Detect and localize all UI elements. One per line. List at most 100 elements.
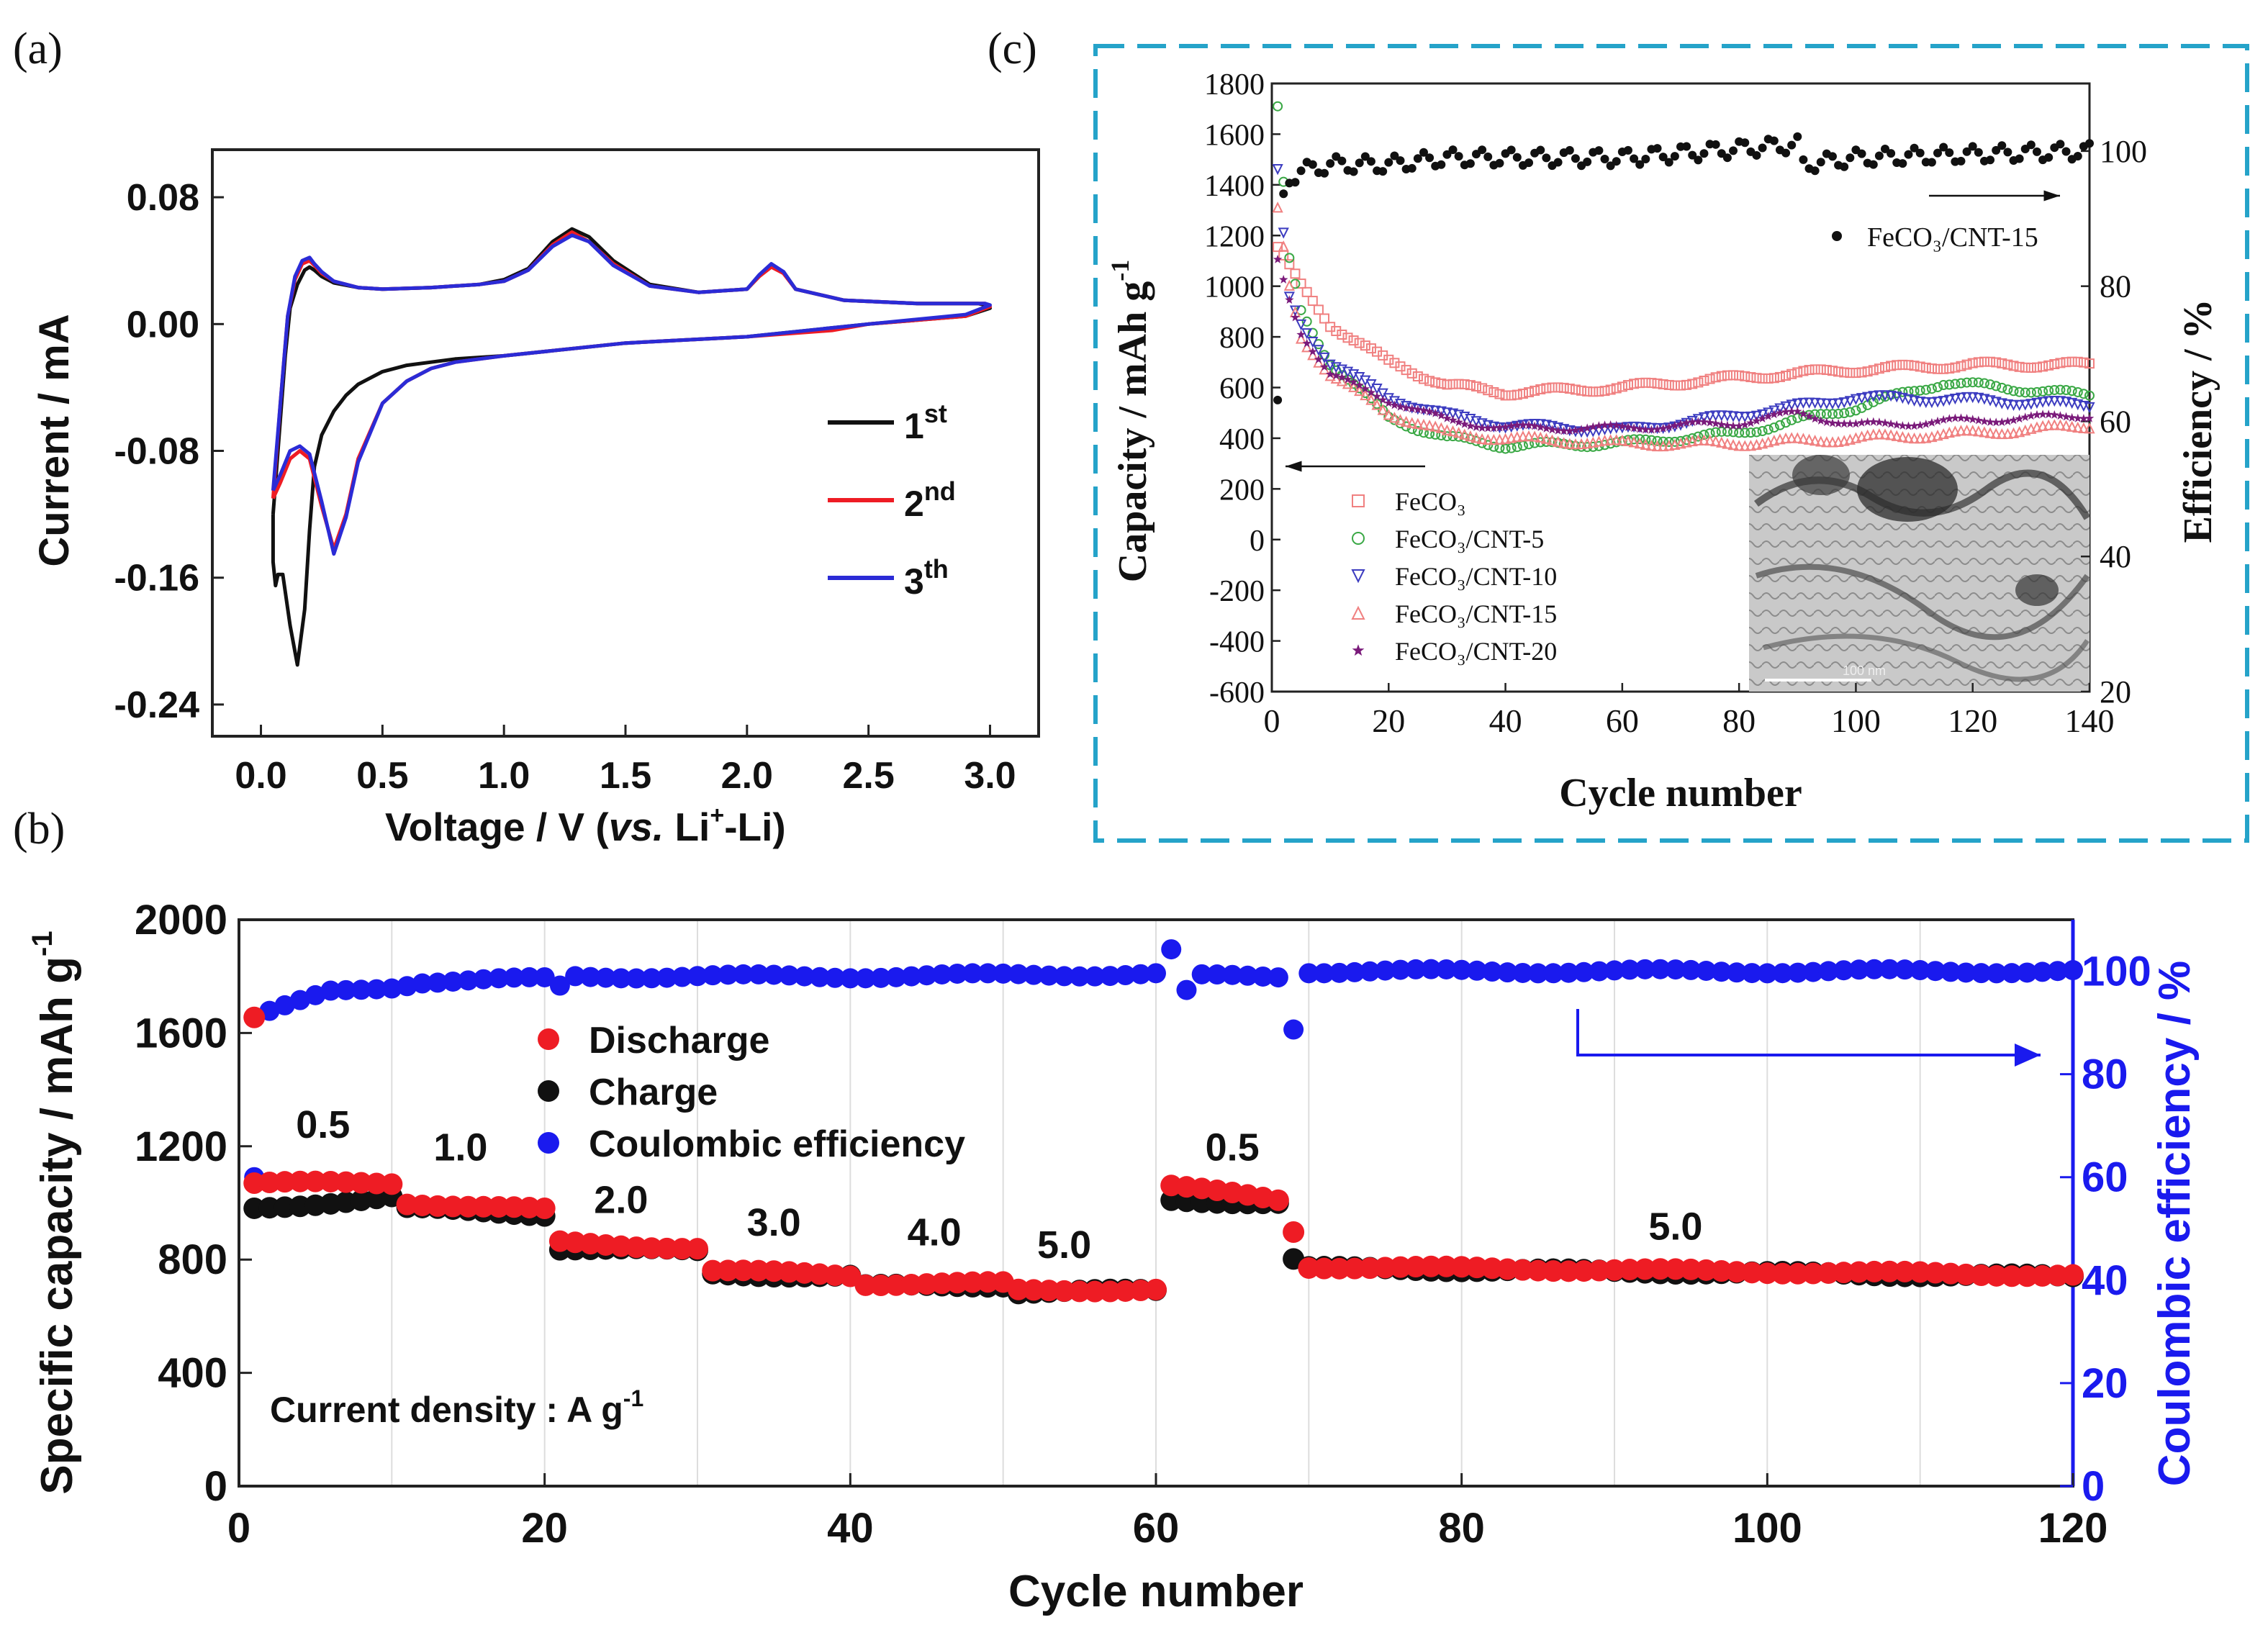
chart-c-series-5-point <box>1349 377 1358 386</box>
chart-c-series-5-point <box>1623 422 1633 431</box>
chart-c-series-2-point <box>2061 385 2072 396</box>
chart-c-series-2-point <box>1757 426 1768 437</box>
chart-c-efficiency-point <box>1291 178 1300 187</box>
chart-b-discharge-point <box>1817 1262 1840 1284</box>
chart-b-annotation-sup: -1 <box>623 1385 643 1411</box>
chart-c-efficiency-point <box>2015 154 2024 163</box>
tem-particle-3 <box>2015 574 2059 606</box>
chart-c-series-1-point <box>1418 374 1429 384</box>
chart-c-series-4-point <box>1278 240 1289 252</box>
chart-c-series-2-point <box>1693 431 1704 442</box>
chart-c-series-3-point <box>2060 397 2072 408</box>
chart-c-series-2-point <box>1979 378 1989 389</box>
chart-c-series-3-point <box>1756 409 1768 421</box>
chart-b-efficiency-point <box>1314 963 1334 984</box>
chart-c-series-5-point <box>1553 425 1563 435</box>
chart-b-efficiency-point <box>2032 961 2053 982</box>
chart-b-efficiency-point <box>1726 962 1747 983</box>
chart-c-series-5-point <box>1763 412 1773 420</box>
chart-b-discharge-point <box>1863 1260 1885 1282</box>
chart-c-series-2-point <box>2008 386 2019 397</box>
chart-c-efficiency-point <box>1898 159 1907 168</box>
chart-b-discharge-point <box>1084 1280 1106 1303</box>
chart-c-dashed-frame <box>1093 44 2249 843</box>
chart-c-series-1-point <box>1792 367 1803 378</box>
chart-c-series-1-point <box>1290 268 1301 279</box>
panel-label-b: (b) <box>13 805 65 854</box>
chart-c-series-1-point <box>2066 356 2077 367</box>
chart-c-series-5-point <box>1325 369 1335 379</box>
chart-c-series-3-point <box>1535 419 1546 430</box>
chart-c-ylabel-sup: -1 <box>1106 260 1134 281</box>
chart-c-series-1-point <box>1676 380 1686 391</box>
chart-c-efficiency-point <box>1273 395 1283 404</box>
chart-b-discharge-point <box>335 1171 357 1193</box>
chart-c-series-2-point <box>2014 386 2025 397</box>
chart-b-discharge-point <box>1374 1257 1396 1279</box>
chart-b-discharge-point <box>472 1195 494 1218</box>
chart-c-series-1-point <box>1447 379 1458 389</box>
chart-c-ytick-label: 1000 <box>1204 271 1265 304</box>
chart-b-discharge-point <box>732 1259 754 1282</box>
chart-c-efficiency-point <box>1279 189 1288 199</box>
chart-c-efficiency-point <box>1956 156 1966 166</box>
chart-c-series-1-point <box>2025 363 2036 374</box>
chart-b-efficiency-point <box>1696 961 1717 982</box>
chart-c-series-2-point <box>1944 379 1955 390</box>
tem-tube-3 <box>1763 633 2089 682</box>
chart-c-efficiency-point <box>1366 157 1375 166</box>
chart-c-efficiency-point <box>1887 149 1896 158</box>
chart-c-series-1-point <box>1839 367 1850 378</box>
chart-c-efficiency-point <box>1360 152 1370 161</box>
chart-b-discharge-point <box>977 1271 999 1293</box>
chart-c-efficiency-point <box>1320 168 1329 178</box>
chart-c-series-2-point <box>1699 430 1709 440</box>
chart-c-series-5-point <box>1518 420 1528 429</box>
chart-c-efficiency-point <box>1425 153 1435 163</box>
chart-c-series-2-point <box>1926 384 1937 394</box>
chart-c-efficiency-point <box>1653 144 1662 153</box>
chart-b-efficiency-point <box>595 967 616 988</box>
chart-c-series-4-point <box>1961 424 1973 436</box>
chart-c-series-5-point <box>2067 412 2077 422</box>
chart-c-series-5-point <box>1845 419 1855 428</box>
chart-b-discharge-point <box>320 1170 342 1192</box>
chart-c-series-1-point <box>1599 386 1610 397</box>
chart-c-xtick-label: 60 <box>1606 702 1639 739</box>
chart-c-series-1-point <box>1967 358 1978 368</box>
chart-c-series-2-point <box>2020 387 2030 398</box>
chart-c-series-1-point <box>1985 356 1996 367</box>
chart-c-efficiency-point <box>1711 140 1720 149</box>
chart-b-rate-labels: 0.5 1.0 2.0 3.0 4.0 5.0 0.5 5.0 <box>296 1103 1702 1267</box>
chart-b-discharge-point <box>1007 1278 1029 1300</box>
chart-c-series-4-point <box>1324 370 1336 381</box>
chart-c-efficiency-point <box>1939 142 1948 152</box>
chart-c-efficiency-point <box>2073 151 2082 160</box>
chart-c-series-1-point <box>1471 381 1481 391</box>
chart-b-discharge-point <box>1283 1221 1305 1244</box>
chart-c-series-5-point <box>1816 416 1825 425</box>
chart-b-efficiency-point <box>1772 963 1793 984</box>
chart-c-efficiency-point <box>2003 148 2012 157</box>
chart-c-series-1-point <box>1524 387 1535 398</box>
chart-c-series-4-point <box>1465 430 1476 442</box>
chart-c-series-1-point <box>1337 329 1347 340</box>
chart-b-ytick-label: 1200 <box>135 1123 227 1170</box>
chart-c-series-3-point <box>1780 401 1792 412</box>
chart-c-series-2-point <box>1745 427 1756 438</box>
chart-b-efficiency-point <box>1986 963 2007 984</box>
chart-c-series-2-point <box>1851 405 1861 416</box>
chart-b-efficiency-point <box>1787 962 1808 983</box>
chart-c-legend-label-3: FeCO₃/CNT-10 <box>1395 562 1557 591</box>
chart-c-series-2-point <box>2066 386 2077 397</box>
chart-a-ytick-label: -0.16 <box>114 558 199 599</box>
chart-c-series-4-point <box>1412 417 1424 430</box>
chart-b-xtick-label: 80 <box>1438 1505 1485 1552</box>
chart-c-series-1-point <box>1704 374 1715 384</box>
chart-b-efficiency-point <box>946 963 967 984</box>
chart-c-series-4-point <box>1658 440 1669 452</box>
chart-c-series-1-point <box>1669 380 1680 391</box>
chart-c-series-2-point <box>2031 386 2042 397</box>
chart-c-series-5-point <box>1647 425 1656 434</box>
chart-c-series-4-point <box>1295 332 1307 344</box>
